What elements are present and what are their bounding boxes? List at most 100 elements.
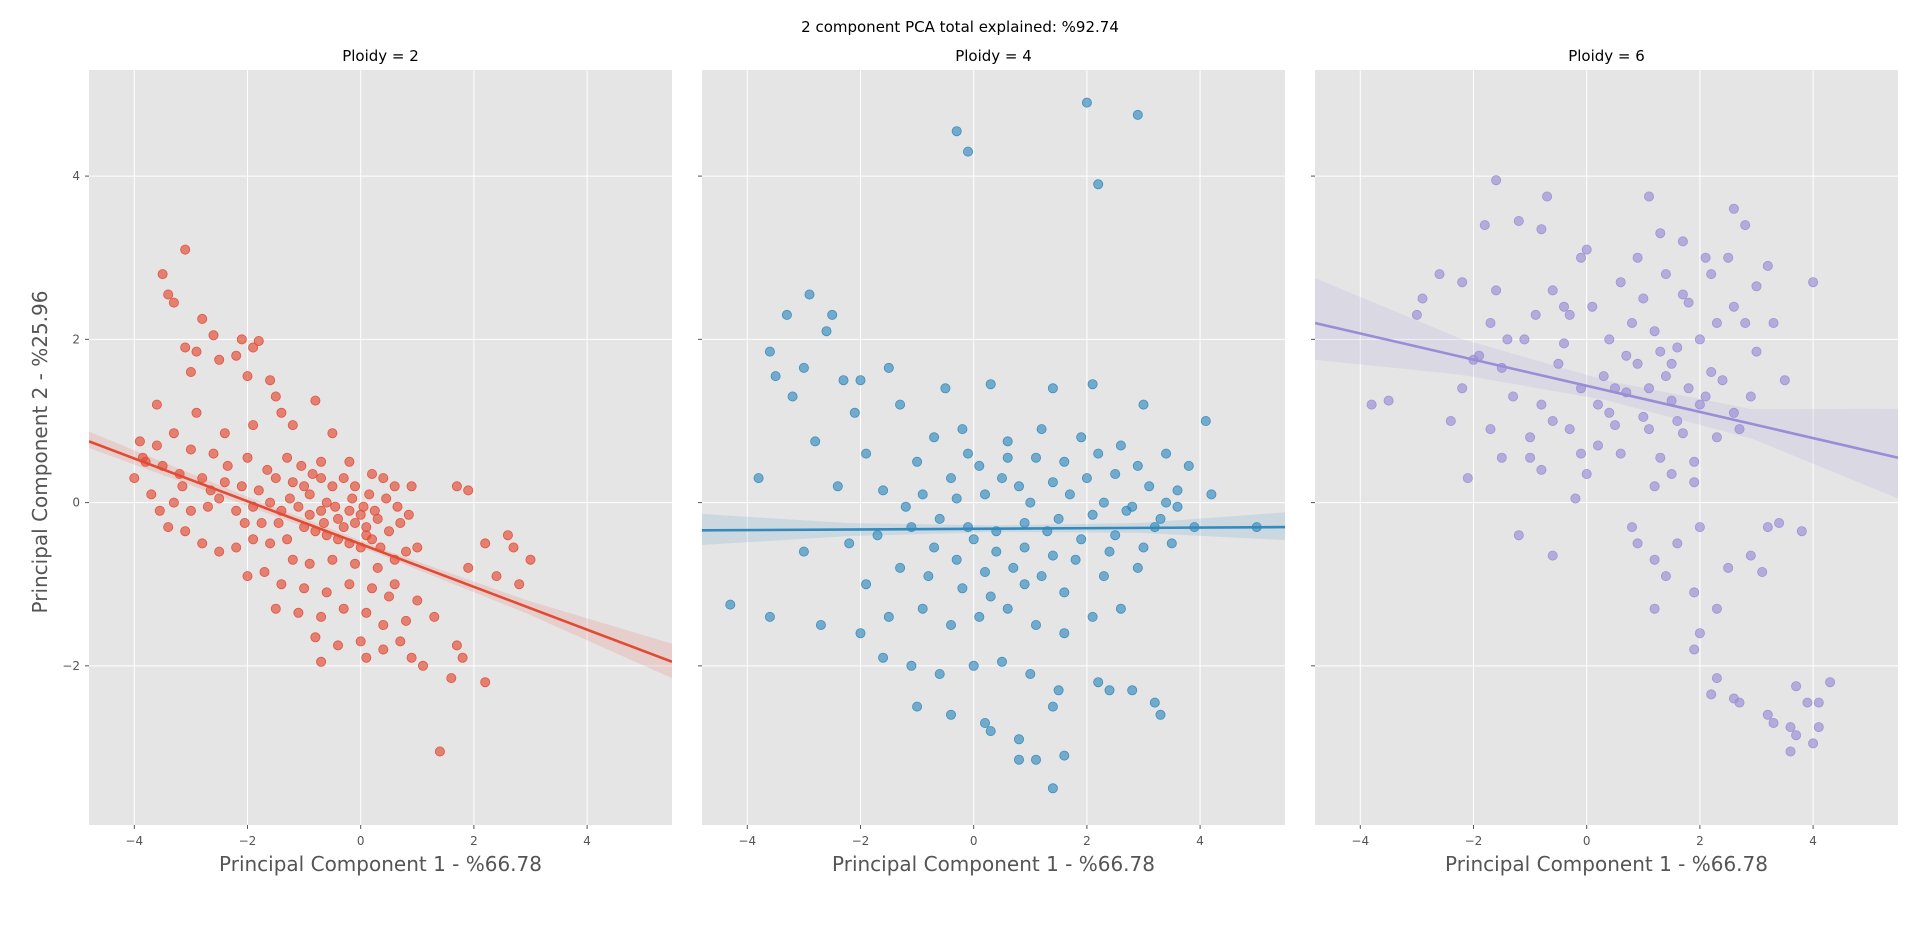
data-point: [1434, 269, 1445, 280]
data-point: [1711, 603, 1722, 614]
data-point: [1689, 587, 1700, 598]
data-point: [412, 595, 423, 606]
data-point: [330, 501, 341, 512]
data-point: [855, 628, 866, 639]
data-point: [1672, 342, 1683, 353]
data-point: [1047, 783, 1058, 794]
data-point: [310, 395, 321, 406]
data-point: [1559, 338, 1570, 349]
data-point: [378, 644, 389, 655]
data-point: [1457, 277, 1468, 288]
data-point: [1785, 722, 1796, 733]
data-point: [838, 375, 849, 386]
data-point: [1014, 754, 1025, 765]
data-point: [798, 362, 809, 373]
data-point: [1064, 489, 1075, 500]
data-point: [307, 468, 318, 479]
data-point: [1144, 481, 1155, 492]
data-point: [1014, 481, 1025, 492]
data-point: [248, 342, 259, 353]
data-point: [1025, 669, 1036, 680]
data-point: [1008, 562, 1019, 573]
data-point: [273, 518, 284, 529]
data-point: [1098, 497, 1109, 508]
data-point: [366, 583, 377, 594]
data-point: [1649, 481, 1660, 492]
data-point: [304, 509, 315, 520]
data-point: [1723, 562, 1734, 573]
data-point: [429, 611, 440, 622]
data-point: [963, 522, 974, 533]
data-point: [1161, 497, 1172, 508]
data-point: [1610, 420, 1621, 431]
data-point: [327, 428, 338, 439]
data-point: [883, 362, 894, 373]
data-point: [934, 669, 945, 680]
panel-title: Ploidy = 6: [1568, 47, 1645, 65]
data-point: [1632, 358, 1643, 369]
data-point: [316, 656, 327, 667]
data-point: [1491, 175, 1502, 186]
data-point: [395, 636, 406, 647]
plot-background: [702, 70, 1285, 825]
data-point: [798, 546, 809, 557]
data-point: [310, 632, 321, 643]
data-point: [1132, 562, 1143, 573]
data-point: [208, 448, 219, 459]
x-axis-label: Principal Component 1 - %66.78: [832, 852, 1155, 876]
data-point: [1813, 697, 1824, 708]
data-point: [284, 493, 295, 504]
data-point: [338, 522, 349, 533]
panel-3: Ploidy = 6 −4 −2 0 2 4 Principal Component 1 -…: [1311, 47, 1898, 876]
data-point: [861, 579, 872, 590]
data-point: [827, 309, 838, 320]
data-point: [316, 473, 327, 484]
data-point: [1559, 301, 1570, 312]
data-point: [1519, 334, 1530, 345]
data-point: [219, 428, 230, 439]
data-point: [1655, 228, 1666, 239]
data-point: [900, 501, 911, 512]
data-point: [1564, 309, 1575, 320]
data-point: [1031, 452, 1042, 463]
data-point: [180, 244, 191, 255]
panel-1: Ploidy = 2 −4 −2 0 2 4 −2 0 2 4 Principal Componen…: [62, 47, 672, 876]
data-point: [208, 330, 219, 341]
data-point: [1706, 366, 1717, 377]
data-point: [934, 513, 945, 524]
data-point: [1672, 538, 1683, 549]
data-point: [214, 546, 225, 557]
data-point: [1593, 440, 1604, 451]
data-point: [1536, 464, 1547, 475]
data-point: [1087, 611, 1098, 622]
data-point: [1655, 452, 1666, 463]
data-point: [1383, 395, 1394, 406]
data-point: [1649, 603, 1660, 614]
data-point: [1660, 571, 1671, 582]
data-point: [1019, 579, 1030, 590]
x-tick-label: 4: [1196, 834, 1204, 848]
x-tick-label: −4: [1351, 834, 1369, 848]
data-point: [389, 579, 400, 590]
data-point: [1564, 424, 1575, 435]
data-point: [282, 452, 293, 463]
x-tick-label: −2: [239, 834, 257, 848]
x-tick-label: 2: [470, 834, 478, 848]
data-point: [1053, 513, 1064, 524]
data-point: [764, 611, 775, 622]
data-point: [1694, 399, 1705, 410]
data-point: [1172, 501, 1183, 512]
data-point: [344, 456, 355, 467]
data-point: [347, 493, 358, 504]
data-point: [957, 424, 968, 435]
data-point: [1711, 432, 1722, 443]
y-tick-label: 2: [72, 332, 80, 346]
data-point: [1542, 191, 1553, 202]
data-point: [293, 607, 304, 618]
data-point: [1576, 448, 1587, 459]
data-point: [463, 485, 474, 496]
data-point: [1808, 277, 1819, 288]
x-tick-label: −4: [738, 834, 756, 848]
data-point: [412, 542, 423, 553]
